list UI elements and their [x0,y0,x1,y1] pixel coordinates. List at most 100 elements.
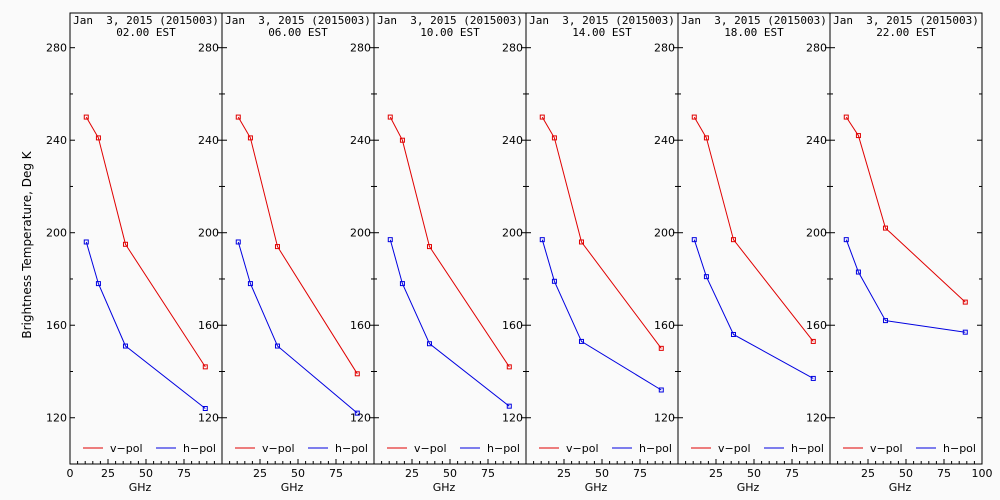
x-tick-label: 75 [481,467,495,480]
y-axis-label: Brightness Temperature, Deg K [20,150,34,338]
panel-subtitle: 02.00 EST [116,26,176,39]
panel-subtitle: 22.00 EST [876,26,936,39]
data-point-h-pol [962,329,968,335]
data-point-v-pol [426,244,432,250]
y-tick-label: 280 [46,42,67,55]
legend-label-h-pol: h−pol [487,442,520,455]
y-tick-label: 160 [46,319,67,332]
x-tick-label: 75 [937,467,951,480]
data-point-v-pol [202,364,208,370]
data-point-h-pol [551,278,557,284]
y-tick-label: 200 [198,227,219,240]
y-tick-label: 160 [350,319,371,332]
data-point-v-pol [235,114,241,120]
data-point-v-pol [399,137,405,143]
y-tick-label: 280 [502,42,523,55]
data-point-h-pol [855,269,861,275]
y-tick-label: 120 [350,412,371,425]
data-point-h-pol [274,343,280,349]
series-line-v-pol [845,116,966,303]
series-line-h-pol [541,239,662,391]
y-tick-label: 200 [502,227,523,240]
data-point-h-pol [95,281,101,287]
panel-title: Jan 3, 2015 (2015003) [681,14,827,27]
panels-container: Jan 3, 2015 (2015003)02.00 EST1201602002… [46,12,993,494]
series-line-h-pol [85,241,206,409]
panel-2: Jan 3, 2015 (2015003)06.00 EST 120 160 200 2… [198,12,375,494]
x-tick-label: 75 [785,467,799,480]
data-point-v-pol [703,135,709,141]
y-tick-label: 120 [46,412,67,425]
x-tick-label: 25 [861,467,875,480]
x-tick-label: 50 [899,467,913,480]
data-point-v-pol [83,114,89,120]
panel-title: Jan 3, 2015 (2015003) [529,14,675,27]
x-axis-label: GHz [585,481,608,494]
data-point-h-pol [426,341,432,347]
legend-label-h-pol: h−pol [335,442,368,455]
y-tick-label: 160 [654,319,675,332]
data-point-v-pol [539,114,545,120]
legend-label-h-pol: h−pol [943,442,976,455]
legend-label-v-pol: v−pol [566,442,599,455]
y-tick-label: 240 [46,134,67,147]
data-point-v-pol [354,371,360,377]
legend-label-v-pol: v−pol [110,442,143,455]
y-tick-label: 120 [654,412,675,425]
panel-subtitle: 14.00 EST [572,26,632,39]
x-tick-label: 25 [253,467,267,480]
x-tick-label: 50 [595,467,609,480]
x-axis-label: GHz [129,481,152,494]
data-point-h-pol [691,237,697,243]
y-tick-label: 160 [806,319,827,332]
panel-6: Jan 3, 2015 (2015003)22.00 EST 120 160 200 2… [806,12,993,494]
x-tick-label: 25 [557,467,571,480]
data-point-v-pol [551,135,557,141]
panel-1: Jan 3, 2015 (2015003)02.00 EST 120 160 200 2… [46,12,223,494]
data-point-v-pol [274,244,280,250]
panel-subtitle: 10.00 EST [420,26,480,39]
panel-title: Jan 3, 2015 (2015003) [225,14,371,27]
y-tick-label: 280 [198,42,219,55]
data-point-h-pol [730,331,736,337]
data-point-h-pol [387,237,393,243]
y-tick-label: 120 [806,412,827,425]
panel-title: Jan 3, 2015 (2015003) [73,14,219,27]
data-point-v-pol [962,299,968,305]
legend-label-h-pol: h−pol [639,442,672,455]
data-point-h-pol [399,281,405,287]
data-point-v-pol [882,225,888,231]
data-point-h-pol [202,405,208,411]
data-point-h-pol [658,387,664,393]
data-point-v-pol [122,241,128,247]
panel-subtitle: 18.00 EST [724,26,784,39]
y-tick-label: 240 [350,134,371,147]
data-point-v-pol [506,364,512,370]
series-line-v-pol [389,116,510,368]
series-line-h-pol [389,239,510,407]
legend-label-v-pol: v−pol [262,442,295,455]
series-line-v-pol [237,116,358,375]
data-point-v-pol [810,338,816,344]
data-point-h-pol [703,274,709,280]
data-point-v-pol [855,133,861,139]
data-point-v-pol [691,114,697,120]
y-tick-label: 160 [198,319,219,332]
x-tick-label: 25 [101,467,115,480]
y-tick-label: 240 [502,134,523,147]
series-line-h-pol [845,239,966,333]
x-tick-label: 50 [291,467,305,480]
data-point-v-pol [247,135,253,141]
series-line-h-pol [693,239,814,379]
y-tick-label: 240 [806,134,827,147]
y-tick-label: 240 [654,134,675,147]
data-point-v-pol [843,114,849,120]
series-line-v-pol [693,116,814,342]
series-line-v-pol [541,116,662,349]
panel-5: Jan 3, 2015 (2015003)18.00 EST 120 160 200 2… [654,12,831,494]
x-axis-label: GHz [737,481,760,494]
y-tick-label: 280 [350,42,371,55]
y-tick-label: 200 [654,227,675,240]
